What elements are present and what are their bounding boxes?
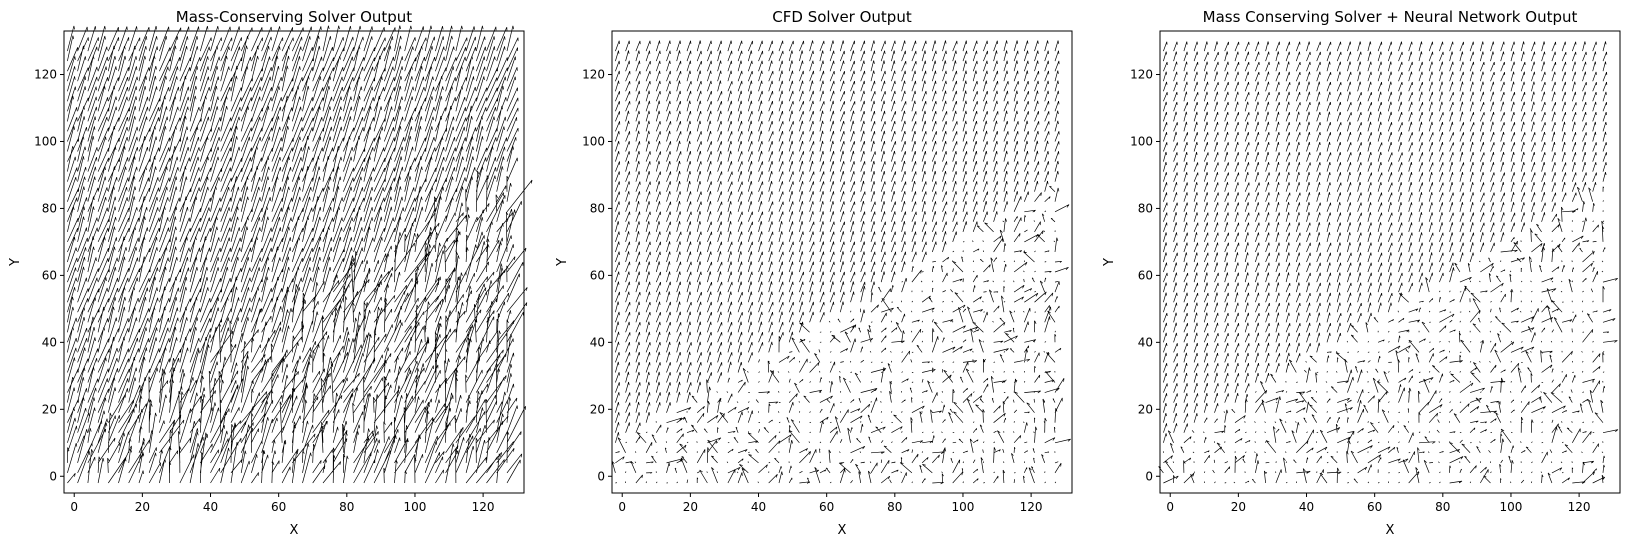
panel-mass-conserving-nn: Mass Conserving Solver + Neural Network … <box>1102 8 1621 538</box>
y-tick-label: 100 <box>34 134 57 148</box>
vector-field <box>67 25 533 484</box>
x-tick-label: 120 <box>1568 500 1591 514</box>
y-tick-label: 80 <box>42 201 57 215</box>
y-tick-label: 20 <box>1138 402 1153 416</box>
x-tick-label: 40 <box>751 500 766 514</box>
x-tick-label: 120 <box>1020 500 1043 514</box>
y-tick-label: 120 <box>1130 68 1153 82</box>
chart-title: Mass-Conserving Solver Output <box>176 8 413 26</box>
panel-mass-conserving: Mass-Conserving Solver Output 0 20 40 60 80 1… <box>8 8 533 538</box>
y-axis-label: Y <box>8 258 23 267</box>
y-tick-label: 40 <box>42 335 57 349</box>
y-tick-label: 40 <box>590 335 605 349</box>
x-tick-label: 60 <box>819 500 834 514</box>
y-tick-label: 40 <box>1138 335 1153 349</box>
y-tick-label: 60 <box>590 268 605 282</box>
x-tick-label: 100 <box>1500 500 1523 514</box>
x-tick-label: 80 <box>339 500 354 514</box>
axis-ticks: 0 20 40 60 80 100 120 0 20 40 60 80 100 120 <box>1130 68 1590 514</box>
x-tick-label: 40 <box>1299 500 1314 514</box>
x-tick-label: 0 <box>1166 500 1174 514</box>
y-axis-label: Y <box>1102 258 1117 267</box>
x-tick-label: 20 <box>683 500 698 514</box>
y-tick-label: 0 <box>49 469 57 483</box>
y-tick-label: 120 <box>582 68 605 82</box>
y-tick-label: 80 <box>1138 201 1153 215</box>
x-axis-label: X <box>838 523 847 538</box>
y-tick-label: 0 <box>597 469 605 483</box>
axis-ticks: 0 20 40 60 80 100 120 0 20 40 60 80 100 120 <box>34 68 494 514</box>
axis-ticks: 0 20 40 60 80 100 120 0 20 40 60 80 100 120 <box>582 68 1042 514</box>
x-axis-label: X <box>290 523 299 538</box>
y-tick-label: 0 <box>1145 469 1153 483</box>
y-tick-label: 80 <box>590 201 605 215</box>
x-tick-label: 100 <box>952 500 975 514</box>
y-tick-label: 60 <box>42 268 57 282</box>
y-tick-label: 100 <box>1130 134 1153 148</box>
quiver-arrows <box>611 40 1071 485</box>
x-tick-label: 60 <box>271 500 286 514</box>
x-tick-label: 80 <box>887 500 902 514</box>
x-tick-label: 40 <box>203 500 218 514</box>
x-tick-label: 100 <box>404 500 427 514</box>
plot-frame <box>63 30 525 494</box>
panel-cfd: CFD Solver Output 0 20 40 60 80 100 120 0 20 40 60… <box>555 8 1073 538</box>
x-tick-label: 80 <box>1435 500 1450 514</box>
plot-frame <box>611 30 1073 494</box>
plot-frame <box>1159 30 1621 494</box>
y-tick-label: 120 <box>34 68 57 82</box>
vector-field <box>611 40 1071 485</box>
x-tick-label: 20 <box>1231 500 1246 514</box>
y-axis-label: Y <box>555 258 570 267</box>
x-tick-label: 20 <box>135 500 150 514</box>
chart-title: CFD Solver Output <box>772 8 912 26</box>
vector-field <box>1158 41 1619 484</box>
y-tick-label: 20 <box>42 402 57 416</box>
y-tick-label: 60 <box>1138 268 1153 282</box>
x-tick-label: 60 <box>1367 500 1382 514</box>
quiver-arrows <box>1158 41 1619 484</box>
x-tick-label: 0 <box>618 500 626 514</box>
x-axis-label: X <box>1386 523 1395 538</box>
chart-title: Mass Conserving Solver + Neural Network … <box>1203 8 1578 26</box>
y-tick-label: 100 <box>582 134 605 148</box>
y-tick-label: 20 <box>590 402 605 416</box>
x-tick-label: 120 <box>472 500 495 514</box>
quiver-arrows <box>67 25 533 484</box>
x-tick-label: 0 <box>70 500 78 514</box>
